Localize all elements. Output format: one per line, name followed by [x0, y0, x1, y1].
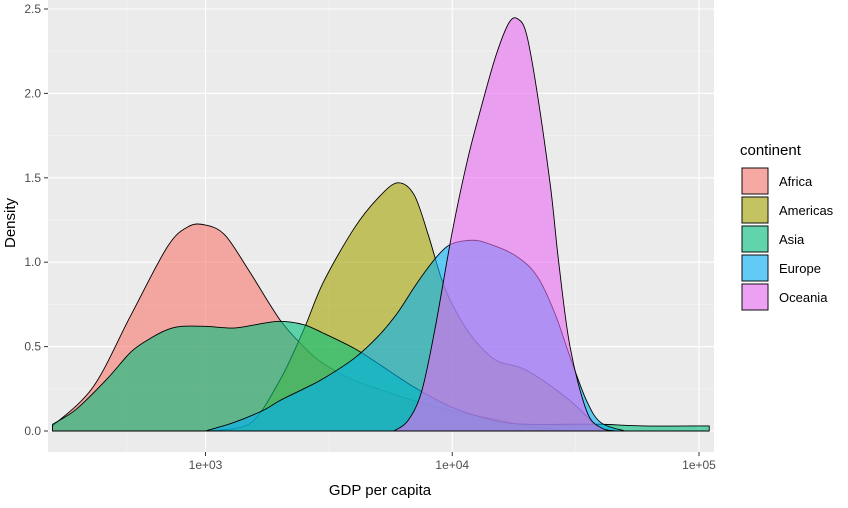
y-tick-label: 2.0: [24, 86, 41, 100]
x-axis-title: GDP per capita: [329, 482, 432, 499]
x-tick-label: 1e+04: [435, 458, 469, 472]
x-tick-label: 1e+05: [682, 458, 716, 472]
legend-label-europe: Europe: [779, 261, 821, 276]
y-tick-label: 1.0: [24, 255, 41, 269]
legend-label-africa: Africa: [779, 174, 813, 189]
density-area-oceania: [393, 17, 617, 432]
legend-label-americas: Americas: [779, 203, 834, 218]
y-axis-ticks: 0.0 0.5 1.0 1.5 2.0 2.5: [24, 2, 48, 438]
y-axis-title: Density: [2, 197, 19, 248]
legend-swatch-europe: [741, 254, 769, 282]
y-tick-label: 0.5: [24, 340, 41, 354]
legend-title: continent: [740, 142, 802, 159]
y-tick-label: 2.5: [24, 2, 41, 16]
legend-swatch-asia: [741, 225, 769, 253]
legend: continent Africa Americas Asia Europe Oceani…: [740, 142, 834, 311]
legend-swatch-americas: [741, 196, 769, 224]
x-axis-ticks: 1e+03 1e+04 1e+05: [189, 452, 716, 472]
legend-label-oceania: Oceania: [779, 290, 828, 305]
x-tick-label: 1e+03: [189, 458, 223, 472]
y-tick-label: 0.0: [24, 424, 41, 438]
legend-swatch-oceania: [741, 283, 769, 311]
legend-label-asia: Asia: [779, 232, 805, 247]
legend-swatch-africa: [741, 167, 769, 195]
density-areas: [52, 17, 710, 432]
y-tick-label: 1.5: [24, 171, 41, 185]
